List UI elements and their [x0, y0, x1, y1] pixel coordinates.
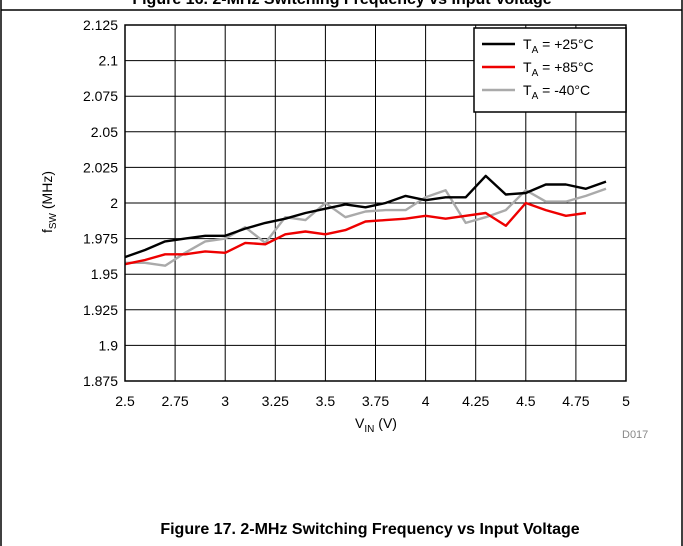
x-tick-label: 3.75	[362, 393, 389, 409]
plot-area	[124, 24, 627, 382]
legend: TA = +25°CTA = +85°CTA = -40°C	[473, 27, 627, 113]
legend-label-sub: A	[532, 45, 539, 56]
y-tick-label: 2.025	[83, 159, 118, 175]
y-tick-label: 2.125	[83, 17, 118, 33]
legend-box	[473, 27, 627, 113]
legend-label-tail: = -40°C	[538, 82, 590, 98]
y-tick-label: 1.875	[83, 373, 118, 389]
x-tick-label: 3	[221, 393, 229, 409]
y-tick-label: 1.95	[91, 266, 118, 282]
x-tick-label: 4.75	[562, 393, 589, 409]
y-tick-label: 1.925	[83, 302, 118, 318]
series-line-2	[125, 187, 607, 267]
x-tick-label: 5	[622, 393, 630, 409]
y-axis-label: fSW (MHz)	[39, 171, 59, 233]
legend-label-tail: = +25°C	[538, 36, 593, 52]
legend-label-sub: A	[532, 68, 539, 79]
figure-code: D017	[622, 429, 648, 441]
y-tick-labels: 1.875 1.9 1.925 1.95 1.975 2 2.025 2.05 2.075 2.1…	[83, 17, 118, 389]
legend-label-main: T	[523, 59, 532, 75]
legend-label: TA = +85°C	[523, 59, 594, 79]
x-axis-label-tail: (V)	[374, 415, 397, 431]
x-tick-label: 3.5	[316, 393, 336, 409]
y-axis-label-tail: (MHz)	[39, 171, 55, 213]
y-tick-label: 2.05	[91, 124, 118, 140]
x-tick-labels: 2.5 2.75 3 3.25 3.5 3.75 4 4.25 4.5 4.75 5	[115, 393, 630, 409]
legend-label-sub: A	[532, 91, 539, 102]
series-line-1	[124, 201, 587, 266]
x-axis-label-main: V	[355, 415, 365, 431]
x-tick-label: 2.5	[115, 393, 135, 409]
figure-caption: Figure 17. 2-MHz Switching Frequency vs …	[160, 521, 579, 538]
y-tick-label: 2	[110, 195, 118, 211]
y-axis-label-sub: SW	[48, 212, 59, 229]
y-tick-label: 2.1	[99, 53, 119, 69]
legend-label: TA = -40°C	[523, 82, 590, 102]
y-axis-label-main: f	[39, 229, 55, 233]
legend-label-tail: = +85°C	[538, 59, 593, 75]
chart: 1.875 1.9 1.925 1.95 1.975 2 2.025 2.05 2.075 2.1…	[39, 17, 630, 435]
y-tick-label: 2.075	[83, 88, 118, 104]
x-axis-label-sub: IN	[364, 424, 374, 435]
x-axis-label: VIN (V)	[355, 415, 397, 435]
x-tick-label: 3.25	[262, 393, 289, 409]
x-tick-label: 4.25	[462, 393, 489, 409]
y-tick-label: 1.9	[99, 337, 119, 353]
legend-label: TA = +25°C	[523, 36, 594, 56]
legend-label-main: T	[523, 82, 532, 98]
legend-label-main: T	[523, 36, 532, 52]
x-tick-label: 2.75	[161, 393, 188, 409]
x-tick-label: 4	[422, 393, 430, 409]
header-caption: Figure 16. 2-MHz Switching Frequency vs …	[132, 0, 551, 8]
y-tick-label: 1.975	[83, 231, 118, 247]
series-line-0	[124, 174, 607, 259]
x-tick-label: 4.5	[516, 393, 536, 409]
series-lines	[124, 174, 607, 267]
